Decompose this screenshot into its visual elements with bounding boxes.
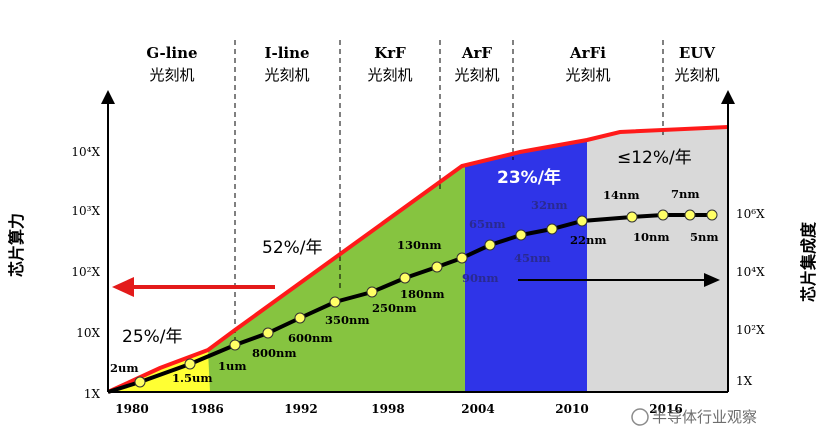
node-180nm xyxy=(399,272,411,284)
node-90nm xyxy=(456,252,468,264)
right-axis-title: 芯片集成度 xyxy=(799,221,818,302)
right-y-ticks: 1X 10²X 10⁴X 10⁶X xyxy=(736,207,765,388)
right-tick-1000000x: 10⁶X xyxy=(736,207,765,221)
era-label-g-line: G-line xyxy=(146,44,197,62)
node-45nm xyxy=(515,229,527,241)
left-y-ticks: 1X 10X 10²X 10³X 10⁴X xyxy=(71,145,100,401)
rate-i-line-krf: 52%/年 xyxy=(262,238,323,258)
process-node-labels: 2um 1.5um 1um 800nm 600nm 350nm 250nm 18… xyxy=(110,187,719,385)
x-tick-2004: 2004 xyxy=(461,402,494,416)
era-sub-arf: 光刻机 xyxy=(454,66,499,84)
node-label-32nm: 32nm xyxy=(531,198,568,212)
node-label-1um: 1um xyxy=(218,359,247,373)
node-label-1-5um: 1.5um xyxy=(172,371,213,385)
node-label-7nm: 7nm xyxy=(671,187,700,201)
left-tick-10000x: 10⁴X xyxy=(71,145,100,159)
node-350nm xyxy=(329,296,341,308)
x-ticks: 1980 1986 1992 1998 2004 2010 2016 xyxy=(115,402,682,416)
axes xyxy=(101,90,735,393)
x-tick-1980: 1980 xyxy=(115,402,148,416)
node-1um xyxy=(229,339,241,351)
node-600nm xyxy=(294,312,306,324)
era-dividers xyxy=(234,40,664,340)
arf-area xyxy=(465,140,587,392)
node-label-350nm: 350nm xyxy=(325,313,370,327)
era-sub-g-line: 光刻机 xyxy=(149,66,194,84)
watermark: 半导体行业观察 xyxy=(631,408,757,426)
process-nodes xyxy=(134,209,718,388)
i-line-krf-area xyxy=(208,166,465,392)
node-65nm xyxy=(484,239,496,251)
node-2um xyxy=(134,376,146,388)
left-tick-1000x: 10³X xyxy=(71,204,100,218)
arfi-euv-area xyxy=(587,127,728,392)
node-800nm xyxy=(262,327,274,339)
node-1-5um xyxy=(184,358,196,370)
left-tick-1x: 1X xyxy=(84,387,101,401)
x-tick-1998: 1998 xyxy=(371,402,404,416)
left-y-axis-arrow xyxy=(101,90,115,104)
node-10nm xyxy=(657,209,669,221)
right-tick-10000x: 10⁴X xyxy=(736,265,765,279)
era-label-arfi: ArFi xyxy=(569,44,606,62)
node-label-65nm: 65nm xyxy=(469,217,506,231)
node-22nm xyxy=(576,215,588,227)
era-sub-arfi: 光刻机 xyxy=(565,66,610,84)
rate-arf: 23%/年 xyxy=(497,167,561,188)
performance-arrow xyxy=(112,277,275,297)
node-label-180nm: 180nm xyxy=(400,287,445,301)
node-label-22nm: 22nm xyxy=(570,233,607,247)
node-7nm xyxy=(684,209,696,221)
rate-g-line: 25%/年 xyxy=(122,327,183,347)
node-label-14nm: 14nm xyxy=(603,188,640,202)
node-label-800nm: 800nm xyxy=(252,346,297,360)
era-label-i-line: I-line xyxy=(264,44,309,62)
right-tick-100x: 10²X xyxy=(736,323,765,337)
density-curve xyxy=(107,213,712,394)
era-sub-krf: 光刻机 xyxy=(367,66,412,84)
watermark-icon xyxy=(631,408,649,426)
era-headers: G-line 光刻机 I-line 光刻机 KrF 光刻机 ArF 光刻机 Ar… xyxy=(146,44,719,84)
era-label-euv: EUV xyxy=(679,44,716,62)
node-label-2um: 2um xyxy=(110,361,139,375)
node-label-5nm: 5nm xyxy=(690,230,719,244)
node-250nm xyxy=(366,286,378,298)
node-label-600nm: 600nm xyxy=(288,331,333,345)
performance-envelope-line xyxy=(107,125,729,394)
node-5nm xyxy=(706,209,718,221)
node-14nm xyxy=(626,211,638,223)
node-130nm xyxy=(431,261,443,273)
rate-arfi-euv: ≤12%/年 xyxy=(617,148,692,168)
x-tick-1986: 1986 xyxy=(190,402,223,416)
era-label-arf: ArF xyxy=(461,44,493,62)
right-tick-1x: 1X xyxy=(736,374,753,388)
x-tick-2016: 2016 xyxy=(649,402,682,416)
node-label-45nm: 45nm xyxy=(514,251,551,265)
node-label-250nm: 250nm xyxy=(372,301,417,315)
era-sub-i-line: 光刻机 xyxy=(264,66,309,84)
density-arrow-head xyxy=(704,273,720,287)
node-32nm xyxy=(546,223,558,235)
watermark-text: 半导体行业观察 xyxy=(652,408,757,426)
x-tick-2010: 2010 xyxy=(555,402,588,416)
era-sub-euv: 光刻机 xyxy=(674,66,719,84)
era-label-krf: KrF xyxy=(374,44,406,62)
left-axis-title: 芯片算力 xyxy=(7,213,26,277)
performance-arrow-head xyxy=(112,277,134,297)
density-arrow xyxy=(518,273,720,287)
node-label-90nm: 90nm xyxy=(462,271,499,285)
node-label-130nm: 130nm xyxy=(397,238,442,252)
node-label-10nm: 10nm xyxy=(633,230,670,244)
left-tick-100x: 10²X xyxy=(71,265,100,279)
left-tick-10x: 10X xyxy=(76,326,100,340)
x-tick-1992: 1992 xyxy=(284,402,317,416)
right-y-axis-arrow xyxy=(721,90,735,104)
